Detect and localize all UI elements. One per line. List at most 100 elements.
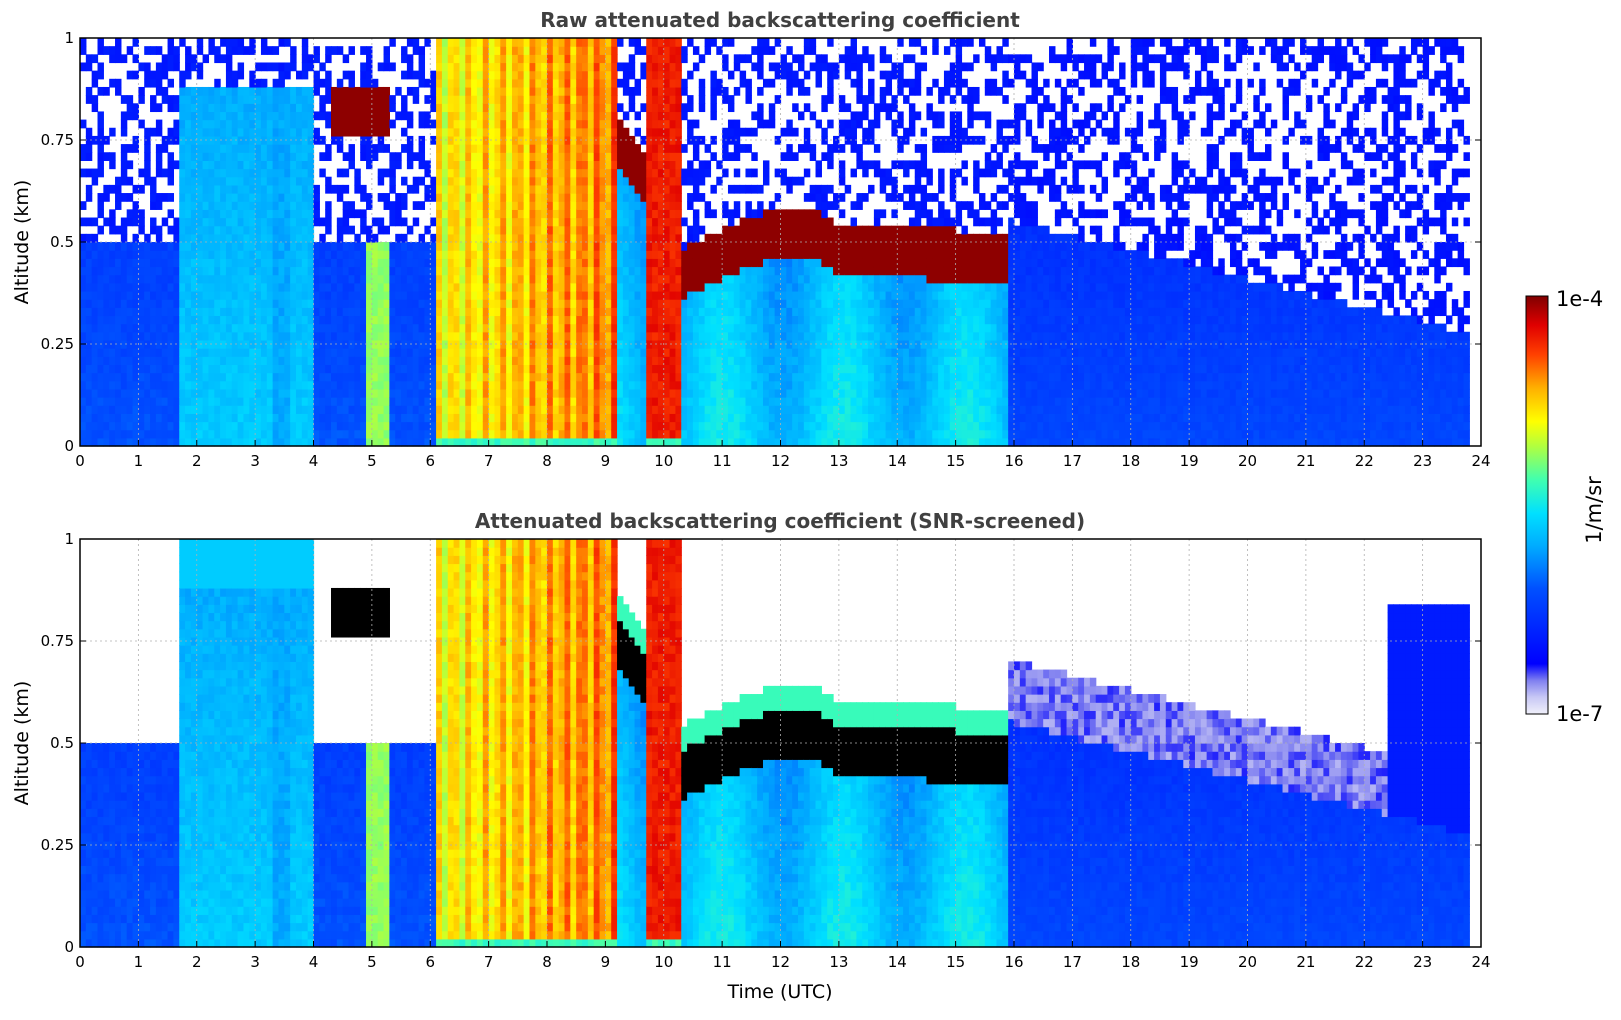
heatmap-cell — [441, 266, 449, 276]
heatmap-cell — [144, 168, 151, 178]
heatmap-cell — [202, 127, 210, 137]
heatmap-cell — [214, 103, 221, 113]
heatmap-cell — [453, 299, 461, 308]
heatmap-cell — [634, 46, 641, 55]
heatmap-cell — [301, 250, 309, 259]
heatmap-cell — [669, 127, 677, 137]
heatmap-cell — [190, 111, 198, 121]
heatmap-cell — [628, 38, 636, 47]
heatmap-cell — [331, 437, 338, 447]
heatmap-cell — [424, 429, 431, 439]
heatmap-cell — [342, 348, 350, 357]
heatmap-cell — [681, 315, 688, 325]
heatmap-cell — [196, 209, 204, 219]
heatmap-cell — [126, 372, 134, 382]
heatmap-cell — [120, 315, 128, 325]
heatmap-cell — [471, 111, 478, 121]
heatmap-cell — [225, 168, 233, 178]
heatmap-cell — [482, 38, 490, 47]
heatmap-cell — [284, 348, 291, 357]
heatmap-cell — [698, 437, 706, 447]
heatmap-cell — [132, 413, 139, 423]
heatmap-cell — [307, 127, 315, 137]
heatmap-cell — [476, 405, 484, 414]
heatmap-cell — [120, 144, 128, 153]
heatmap-cell — [657, 168, 665, 178]
heatmap-cell — [196, 144, 204, 153]
heatmap-cell — [482, 225, 490, 235]
heatmap-cell — [558, 282, 566, 292]
heatmap-cell — [301, 323, 309, 333]
heatmap-cell — [698, 380, 706, 390]
heatmap-cell — [611, 315, 618, 325]
heatmap-cell — [418, 78, 426, 88]
heatmap-cell — [552, 421, 560, 431]
heatmap-cell — [646, 233, 653, 243]
heatmap-cell — [249, 437, 256, 447]
heatmap-cell — [115, 86, 122, 96]
heatmap-cell — [418, 372, 426, 382]
heatmap-cell — [237, 364, 245, 374]
heatmap-cell — [570, 70, 577, 80]
heatmap-cell — [576, 364, 583, 374]
heatmap-cell — [617, 388, 624, 398]
heatmap-cell — [587, 405, 595, 414]
heatmap-cell — [436, 144, 443, 153]
heatmap-cell — [406, 225, 414, 235]
heatmap-cell — [418, 119, 426, 129]
heatmap-cell — [424, 119, 431, 129]
heatmap-cell — [722, 388, 729, 398]
heatmap-cell — [190, 421, 198, 431]
heatmap-cell — [698, 413, 706, 423]
heatmap-cell — [617, 193, 624, 202]
heatmap-cell — [91, 372, 99, 382]
heatmap-cell — [727, 242, 735, 251]
heatmap-cell — [617, 119, 624, 129]
heatmap-cell — [547, 176, 554, 186]
heatmap-cell — [138, 250, 145, 259]
heatmap-cell — [115, 437, 122, 447]
heatmap-cell — [80, 299, 87, 308]
heatmap-cell — [605, 62, 612, 72]
heatmap-cell — [138, 323, 145, 333]
heatmap-cell — [266, 290, 274, 300]
heatmap-cell — [599, 70, 606, 80]
heatmap-cell — [547, 380, 554, 390]
heatmap-cell — [196, 70, 204, 80]
heatmap-cell — [150, 315, 157, 325]
heatmap-cell — [511, 405, 519, 414]
heatmap-cell — [395, 160, 402, 170]
heatmap-cell — [570, 290, 577, 300]
heatmap-cell — [511, 290, 519, 300]
heatmap-cell — [190, 331, 198, 341]
heatmap-cell — [459, 201, 466, 210]
heatmap-cell — [529, 201, 536, 210]
heatmap-cell — [406, 242, 414, 251]
heatmap-cell — [272, 111, 280, 121]
heatmap-cell — [196, 339, 204, 349]
heatmap-cell — [406, 331, 414, 341]
heatmap-cell — [727, 307, 735, 317]
heatmap-cell — [430, 250, 437, 259]
heatmap-cell — [360, 242, 367, 251]
heatmap-cell — [260, 282, 268, 292]
heatmap-cell — [155, 86, 163, 96]
heatmap-cell — [599, 348, 606, 357]
heatmap-cell — [313, 348, 320, 357]
heatmap-cell — [675, 307, 682, 317]
heatmap-cell — [587, 315, 595, 325]
heatmap-cell — [179, 258, 186, 268]
heatmap-cell — [348, 282, 355, 292]
heatmap-cell — [535, 315, 542, 325]
heatmap-cell — [167, 307, 174, 317]
heatmap-cell — [290, 176, 297, 186]
heatmap-cell — [476, 323, 484, 333]
heatmap-cell — [471, 356, 478, 365]
heatmap-cell — [646, 86, 653, 96]
heatmap-cell — [622, 193, 630, 202]
heatmap-cell — [605, 250, 612, 259]
heatmap-cell — [313, 372, 320, 382]
heatmap-cell — [208, 356, 215, 365]
heatmap-cell — [453, 315, 461, 325]
heatmap-cell — [220, 38, 227, 47]
